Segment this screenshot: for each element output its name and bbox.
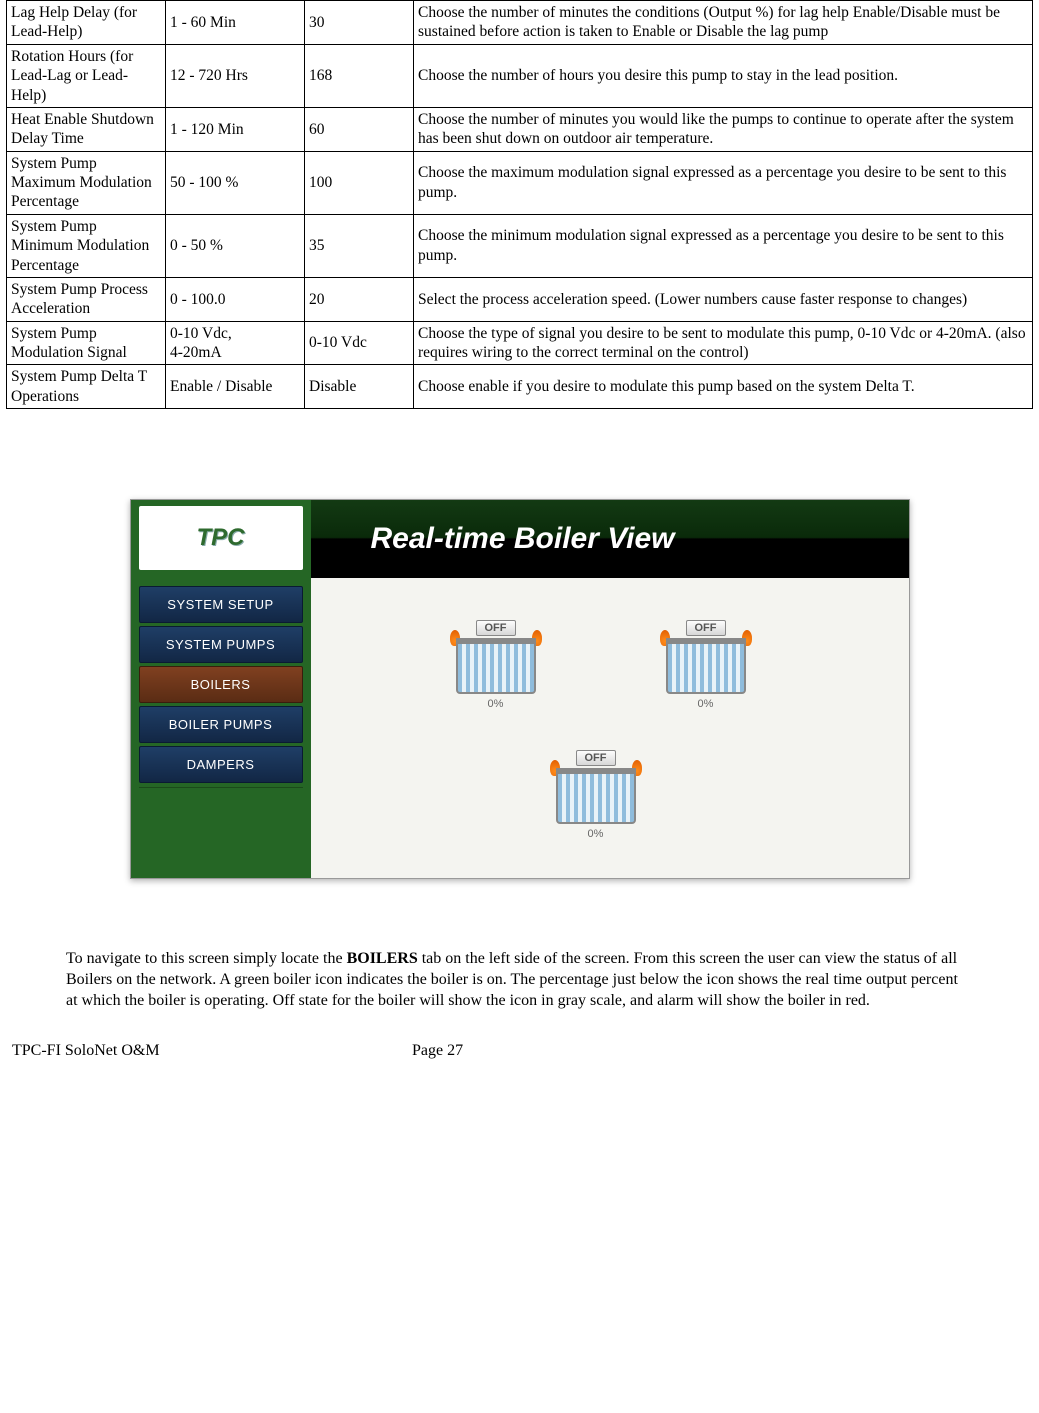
table-cell: Choose the minimum modulation signal exp…	[414, 214, 1033, 277]
nav-item-dampers[interactable]: DAMPERS	[139, 746, 303, 783]
table-cell: 20	[305, 277, 414, 321]
nav-item-system-setup[interactable]: SYSTEM SETUP	[139, 586, 303, 623]
table-cell: 12 - 720 Hrs	[166, 44, 305, 107]
table-cell: 30	[305, 1, 414, 45]
boiler-percent: 0%	[651, 698, 761, 710]
table-cell: 100	[305, 151, 414, 214]
table-cell: Heat Enable Shutdown Delay Time	[7, 107, 166, 151]
table-cell: 168	[305, 44, 414, 107]
table-cell: System Pump Delta T Operations	[7, 365, 166, 409]
boiler-1: OFF 0%	[441, 618, 551, 710]
boiler-grid: OFF 0% OFF 0%	[311, 578, 909, 878]
table-cell: Choose the number of hours you desire th…	[414, 44, 1033, 107]
page-footer: TPC-FI SoloNet O&M Page 27	[12, 1042, 1027, 1060]
table-cell: 0 - 100.0	[166, 277, 305, 321]
description-paragraph: To navigate to this screen simply locate…	[66, 949, 973, 1011]
footer-page: Page 27	[412, 1042, 1027, 1060]
table-cell: System Pump Maximum Modulation Percentag…	[7, 151, 166, 214]
boiler-percent: 0%	[441, 698, 551, 710]
table-cell: Enable / Disable	[166, 365, 305, 409]
boiler-status: OFF	[476, 620, 516, 636]
boiler-status: OFF	[686, 620, 726, 636]
boiler-2: OFF 0%	[651, 618, 761, 710]
main-panel: Real-time Boiler View OFF 0% OFF	[311, 500, 909, 878]
nav-item-system-pumps[interactable]: SYSTEM PUMPS	[139, 626, 303, 663]
table-row: Heat Enable Shutdown Delay Time1 - 120 M…	[7, 107, 1033, 151]
nav-item-boilers[interactable]: BOILERS	[139, 666, 303, 703]
boiler-percent: 0%	[541, 828, 651, 840]
table-cell: Select the process acceleration speed. (…	[414, 277, 1033, 321]
footer-left: TPC-FI SoloNet O&M	[12, 1042, 412, 1060]
nav-item-boiler-pumps[interactable]: BOILER PUMPS	[139, 706, 303, 743]
table-cell: 1 - 120 Min	[166, 107, 305, 151]
table-cell: 0 - 50 %	[166, 214, 305, 277]
parameters-table: Lag Help Delay (for Lead-Help)1 - 60 Min…	[6, 0, 1033, 409]
para-bold: BOILERS	[347, 950, 418, 967]
table-cell: Rotation Hours (for Lead-Lag or Lead-Hel…	[7, 44, 166, 107]
table-row: Rotation Hours (for Lead-Lag or Lead-Hel…	[7, 44, 1033, 107]
table-cell: 0-10 Vdc	[305, 321, 414, 365]
banner-title: Real-time Boiler View	[371, 522, 675, 556]
table-cell: System Pump Minimum Modulation Percentag…	[7, 214, 166, 277]
boiler-view-screenshot: TPC SYSTEM SETUPSYSTEM PUMPSBOILERSBOILE…	[130, 499, 910, 879]
table-cell: 1 - 60 Min	[166, 1, 305, 45]
boiler-3: OFF 0%	[541, 748, 651, 840]
boiler-icon	[666, 638, 746, 694]
table-cell: Lag Help Delay (for Lead-Help)	[7, 1, 166, 45]
table-cell: Choose the number of minutes the conditi…	[414, 1, 1033, 45]
tpc-logo: TPC	[139, 506, 303, 570]
table-row: System Pump Delta T OperationsEnable / D…	[7, 365, 1033, 409]
title-banner: Real-time Boiler View	[311, 500, 909, 578]
table-cell: System Pump Process Acceleration	[7, 277, 166, 321]
table-cell: 35	[305, 214, 414, 277]
table-row: System Pump Minimum Modulation Percentag…	[7, 214, 1033, 277]
sidebar: TPC SYSTEM SETUPSYSTEM PUMPSBOILERSBOILE…	[131, 500, 311, 878]
logo-text: TPC	[197, 524, 245, 552]
table-cell: 0-10 Vdc,4-20mA	[166, 321, 305, 365]
table-row: System Pump Process Acceleration0 - 100.…	[7, 277, 1033, 321]
table-cell: Choose the maximum modulation signal exp…	[414, 151, 1033, 214]
table-row: System Pump Modulation Signal0-10 Vdc,4-…	[7, 321, 1033, 365]
boiler-status: OFF	[576, 750, 616, 766]
boiler-icon	[456, 638, 536, 694]
boiler-icon	[556, 768, 636, 824]
table-cell: System Pump Modulation Signal	[7, 321, 166, 365]
table-row: Lag Help Delay (for Lead-Help)1 - 60 Min…	[7, 1, 1033, 45]
para-text: To navigate to this screen simply locate…	[66, 950, 347, 967]
table-cell: Choose enable if you desire to modulate …	[414, 365, 1033, 409]
table-cell: Choose the number of minutes you would l…	[414, 107, 1033, 151]
table-row: System Pump Maximum Modulation Percentag…	[7, 151, 1033, 214]
table-cell: Disable	[305, 365, 414, 409]
table-cell: 50 - 100 %	[166, 151, 305, 214]
table-cell: Choose the type of signal you desire to …	[414, 321, 1033, 365]
table-cell: 60	[305, 107, 414, 151]
